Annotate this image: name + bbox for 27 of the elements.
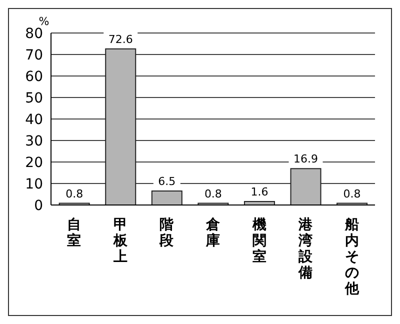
x-tick-label: 港湾設備 xyxy=(298,217,314,281)
y-tick-label: 0 xyxy=(34,198,43,214)
y-tick-label: 80 xyxy=(25,26,43,42)
y-tick-label: 50 xyxy=(25,90,43,106)
x-tick-label: 甲板上 xyxy=(112,217,128,265)
y-tick-label: 10 xyxy=(25,176,43,192)
x-tick-label: 階段 xyxy=(158,217,175,249)
bar xyxy=(151,190,182,205)
data-label: 0.8 xyxy=(343,187,361,200)
bar xyxy=(290,168,322,205)
y-tick-label: 70 xyxy=(25,47,43,64)
data-label: 6.5 xyxy=(158,175,176,188)
x-tick-label: 船内その他 xyxy=(344,217,360,297)
y-tick-label: 20 xyxy=(25,154,43,171)
data-label: 72.6 xyxy=(108,32,133,46)
data-label: 1.6 xyxy=(250,186,268,199)
y-tick-label: 40 xyxy=(25,112,43,128)
x-tick-label: 倉庫 xyxy=(205,217,221,249)
data-label: 0.8 xyxy=(204,187,222,200)
x-tick-label: 機関室 xyxy=(251,217,266,265)
bar xyxy=(105,48,136,205)
y-tick-label: 30 xyxy=(25,133,43,150)
x-tick-label: 自室 xyxy=(67,217,82,249)
y-axis-title: % xyxy=(38,15,50,28)
y-tick-label: 60 xyxy=(25,68,43,85)
data-label: 16.9 xyxy=(294,152,318,166)
data-label: 0.8 xyxy=(66,187,84,200)
